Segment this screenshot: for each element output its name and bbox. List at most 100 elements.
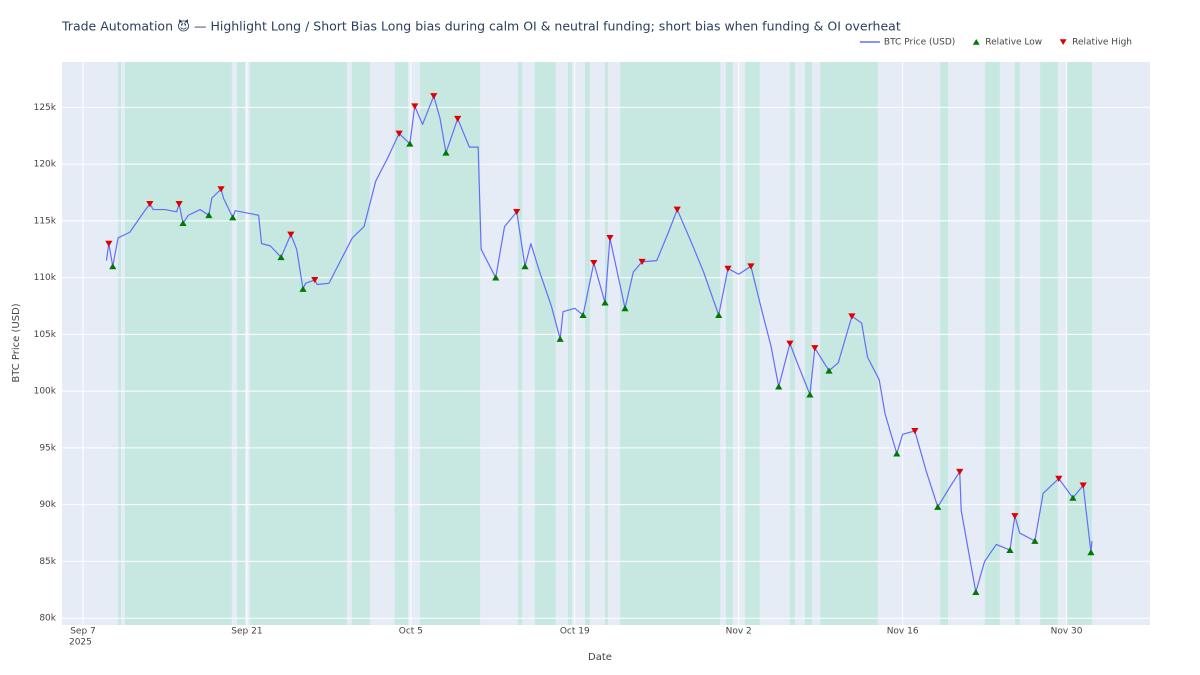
- long-bias-band: [534, 62, 556, 625]
- relative-high-marker: [811, 345, 819, 352]
- long-bias-band: [518, 62, 523, 625]
- relative-low-marker: [1069, 494, 1077, 501]
- relative-high-marker: [311, 277, 319, 284]
- relative-high-marker: [217, 186, 225, 193]
- long-bias-band: [605, 62, 608, 625]
- relative-high-marker: [911, 428, 919, 435]
- relative-low-marker: [825, 367, 833, 374]
- relative-low-marker: [601, 299, 609, 306]
- relative-low-marker: [1087, 549, 1095, 556]
- legend-symbol: [1059, 39, 1067, 46]
- relative-high-marker: [848, 313, 856, 320]
- long-bias-band: [789, 62, 795, 625]
- x-tick-label: Sep 21: [231, 627, 262, 637]
- relative-high-marker: [146, 201, 154, 208]
- long-bias-band: [567, 62, 572, 625]
- relative-high-marker: [638, 258, 646, 266]
- relative-high-marker: [673, 206, 681, 213]
- relative-high-marker: [606, 235, 614, 242]
- long-bias-band: [820, 62, 878, 625]
- relative-high-marker: [513, 208, 521, 216]
- relative-low-marker: [893, 450, 901, 457]
- relative-low-marker: [715, 311, 723, 319]
- relative-low-marker: [229, 214, 237, 221]
- y-tick-label: 110k: [34, 273, 57, 283]
- relative-high-marker: [1055, 475, 1063, 482]
- long-bias-band: [745, 62, 760, 625]
- long-bias-band: [620, 62, 721, 625]
- legend-label: Relative High: [1072, 38, 1132, 48]
- long-bias-band: [394, 62, 408, 625]
- relative-low-marker: [775, 383, 783, 390]
- chart-title: Trade Automation 😈 — Highlight Long / Sh…: [61, 19, 901, 34]
- long-bias-band: [940, 62, 949, 625]
- y-tick-label: 105k: [34, 330, 57, 340]
- relative-high-marker: [430, 93, 438, 100]
- legend-symbol: [972, 38, 980, 45]
- relative-low-marker: [205, 211, 213, 219]
- legend-label: BTC Price (USD): [884, 38, 955, 48]
- long-bias-band: [805, 62, 812, 625]
- long-bias-band: [249, 62, 347, 625]
- long-bias-band: [351, 62, 370, 625]
- long-bias-band: [124, 62, 232, 625]
- relative-high-marker: [747, 263, 755, 270]
- relative-high-marker: [724, 265, 732, 272]
- relative-low-marker: [277, 253, 285, 261]
- relative-low-marker: [299, 285, 307, 292]
- relative-high-marker: [454, 115, 462, 122]
- relative-low-marker: [1006, 546, 1014, 553]
- long-bias-band: [1066, 62, 1092, 625]
- relative-low-marker: [806, 391, 814, 398]
- y-tick-label: 90k: [39, 500, 56, 510]
- relative-low-marker: [1031, 537, 1039, 544]
- legend-label: Relative Low: [985, 38, 1042, 48]
- long-bias-band: [1040, 62, 1058, 625]
- long-bias-band: [1014, 62, 1020, 625]
- relative-low-marker: [442, 149, 450, 156]
- x-tick-label: Sep 7: [70, 627, 96, 637]
- relative-low-marker: [521, 263, 529, 270]
- y-tick-label: 115k: [34, 216, 57, 226]
- relative-high-marker: [1079, 482, 1087, 489]
- relative-high-marker: [287, 231, 295, 238]
- x-tick-sublabel: 2025: [69, 638, 92, 648]
- y-tick-label: 100k: [34, 387, 57, 397]
- y-axis-title: BTC Price (USD): [11, 303, 22, 382]
- relative-high-marker: [411, 103, 419, 110]
- x-tick-label: Nov 2: [726, 627, 752, 637]
- plot-area: [62, 62, 1150, 625]
- y-tick-label: 80k: [39, 614, 56, 624]
- long-bias-band: [420, 62, 481, 625]
- long-bias-band: [585, 62, 590, 625]
- relative-low-marker: [621, 305, 629, 312]
- relative-low-marker: [579, 311, 587, 319]
- x-tick-label: Oct 19: [560, 627, 590, 637]
- y-tick-label: 120k: [34, 160, 57, 170]
- relative-high-marker: [1011, 513, 1019, 520]
- long-bias-band: [237, 62, 245, 625]
- relative-low-marker: [934, 503, 942, 510]
- relative-low-marker: [179, 219, 187, 227]
- long-bias-band: [118, 62, 122, 625]
- relative-high-marker: [395, 130, 403, 137]
- relative-high-marker: [105, 240, 113, 247]
- x-axis-title: Date: [588, 652, 612, 663]
- relative-high-marker: [786, 340, 794, 347]
- x-tick-label: Oct 5: [399, 627, 423, 637]
- relative-low-marker: [556, 335, 564, 342]
- relative-high-marker: [175, 201, 183, 208]
- y-tick-label: 85k: [39, 557, 56, 567]
- long-bias-band: [985, 62, 1000, 625]
- y-tick-label: 125k: [34, 103, 57, 113]
- y-tick-label: 95k: [39, 443, 56, 453]
- x-tick-label: Nov 30: [1051, 627, 1083, 637]
- relative-low-marker: [972, 588, 980, 595]
- relative-low-marker: [109, 263, 117, 270]
- relative-high-marker: [590, 260, 598, 267]
- relative-low-marker: [492, 274, 500, 281]
- relative-low-marker: [406, 140, 414, 147]
- x-tick-label: Nov 16: [887, 627, 919, 637]
- relative-high-marker: [956, 468, 964, 476]
